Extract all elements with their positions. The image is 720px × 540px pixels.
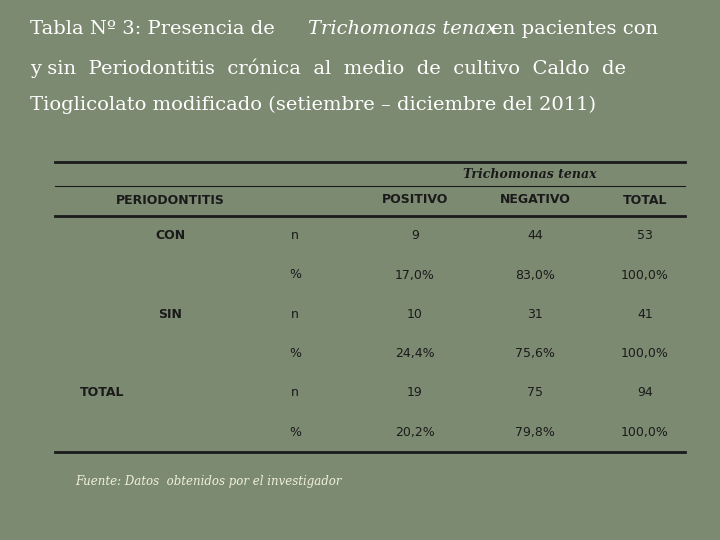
Text: 75,6%: 75,6%	[515, 347, 555, 360]
Text: en pacientes con: en pacientes con	[485, 20, 658, 38]
Text: 10: 10	[407, 308, 423, 321]
Text: 31: 31	[527, 308, 543, 321]
Text: 44: 44	[527, 229, 543, 242]
Text: %: %	[289, 347, 301, 360]
Text: 9: 9	[411, 229, 419, 242]
Text: Tioglicolato modificado (setiembre – diciembre del 2011): Tioglicolato modificado (setiembre – dic…	[30, 96, 596, 114]
Text: 41: 41	[637, 308, 653, 321]
Text: TOTAL: TOTAL	[80, 387, 125, 400]
Text: 75: 75	[527, 387, 543, 400]
Text: Trichomonas tenax: Trichomonas tenax	[308, 20, 497, 38]
Text: SIN: SIN	[158, 308, 182, 321]
Text: Trichomonas tenax: Trichomonas tenax	[463, 167, 597, 180]
Text: y sin  Periodontitis  crónica  al  medio  de  cultivo  Caldo  de: y sin Periodontitis crónica al medio de …	[30, 58, 626, 78]
Text: 79,8%: 79,8%	[515, 426, 555, 439]
Text: n: n	[291, 308, 299, 321]
Text: 19: 19	[407, 387, 423, 400]
Text: 100,0%: 100,0%	[621, 268, 669, 281]
Text: CON: CON	[155, 229, 185, 242]
Text: POSITIVO: POSITIVO	[382, 193, 448, 206]
Text: NEGATIVO: NEGATIVO	[500, 193, 570, 206]
Text: 20,2%: 20,2%	[395, 426, 435, 439]
Text: n: n	[291, 229, 299, 242]
Text: 24,4%: 24,4%	[395, 347, 435, 360]
Text: 83,0%: 83,0%	[515, 268, 555, 281]
Text: Tabla Nº 3: Presencia de: Tabla Nº 3: Presencia de	[30, 20, 281, 38]
Text: 94: 94	[637, 387, 653, 400]
Text: 17,0%: 17,0%	[395, 268, 435, 281]
Text: 53: 53	[637, 229, 653, 242]
Text: 100,0%: 100,0%	[621, 426, 669, 439]
Text: TOTAL: TOTAL	[623, 194, 667, 207]
Text: %: %	[289, 426, 301, 439]
Text: n: n	[291, 387, 299, 400]
Text: 100,0%: 100,0%	[621, 347, 669, 360]
Text: PERIODONTITIS: PERIODONTITIS	[116, 194, 225, 207]
Text: %: %	[289, 268, 301, 281]
Text: Fuente: Datos  obtenidos por el investigador: Fuente: Datos obtenidos por el investiga…	[75, 475, 341, 488]
